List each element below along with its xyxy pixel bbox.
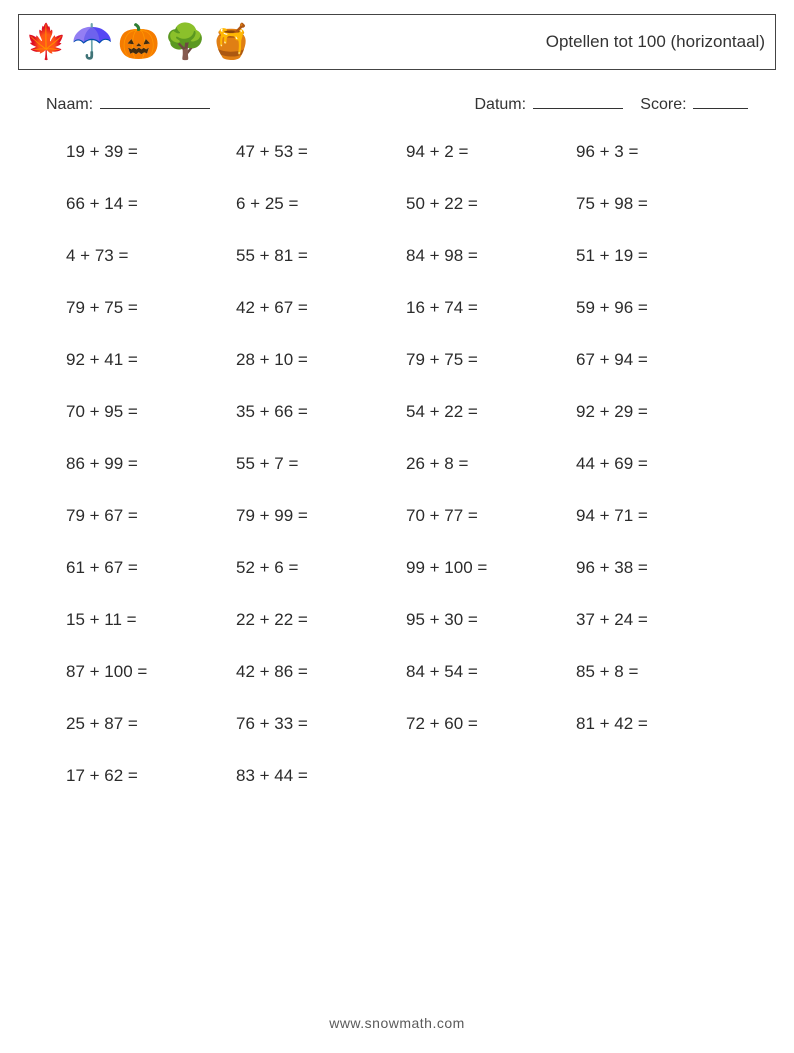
score-blank[interactable]: [693, 108, 748, 109]
problem-cell: 52 + 6 =: [236, 558, 406, 578]
problem-cell: 79 + 75 =: [406, 350, 576, 370]
problem-cell: 59 + 96 =: [576, 298, 746, 318]
problem-cell: 79 + 99 =: [236, 506, 406, 526]
problem-cell: 35 + 66 =: [236, 402, 406, 422]
worksheet-title: Optellen tot 100 (horizontaal): [546, 32, 765, 52]
problem-cell: [576, 766, 746, 786]
problem-cell: 50 + 22 =: [406, 194, 576, 214]
problem-cell: 70 + 95 =: [66, 402, 236, 422]
score-label: Score:: [640, 96, 686, 113]
problem-cell: 26 + 8 =: [406, 454, 576, 474]
tree-icon: 🌳: [164, 25, 206, 59]
problem-cell: 15 + 11 =: [66, 610, 236, 630]
problem-cell: 99 + 100 =: [406, 558, 576, 578]
problem-cell: 51 + 19 =: [576, 246, 746, 266]
date-label: Datum:: [474, 96, 526, 113]
problem-cell: 92 + 29 =: [576, 402, 746, 422]
problem-cell: 79 + 75 =: [66, 298, 236, 318]
leaf-icon: 🍁: [25, 25, 67, 59]
problem-cell: 44 + 69 =: [576, 454, 746, 474]
problem-cell: 85 + 8 =: [576, 662, 746, 682]
problem-cell: 87 + 100 =: [66, 662, 236, 682]
problem-cell: 42 + 67 =: [236, 298, 406, 318]
problem-cell: 16 + 74 =: [406, 298, 576, 318]
problem-cell: 76 + 33 =: [236, 714, 406, 734]
problems-grid: 19 + 39 =47 + 53 =94 + 2 =96 + 3 = 66 + 1…: [66, 142, 776, 786]
problem-cell: 19 + 39 =: [66, 142, 236, 162]
problem-cell: 96 + 38 =: [576, 558, 746, 578]
problem-cell: 25 + 87 =: [66, 714, 236, 734]
problem-cell: 55 + 7 =: [236, 454, 406, 474]
problem-cell: 84 + 98 =: [406, 246, 576, 266]
problem-cell: 66 + 14 =: [66, 194, 236, 214]
problem-cell: 83 + 44 =: [236, 766, 406, 786]
name-label: Naam:: [46, 96, 93, 113]
header-icons: 🍁 ☂️ 🎃 🌳 🍯: [25, 25, 253, 59]
problem-cell: 94 + 71 =: [576, 506, 746, 526]
problem-cell: 54 + 22 =: [406, 402, 576, 422]
name-blank[interactable]: [100, 108, 210, 109]
problem-cell: 22 + 22 =: [236, 610, 406, 630]
problem-cell: 42 + 86 =: [236, 662, 406, 682]
jar-icon: 🍯: [210, 25, 252, 59]
problem-cell: 81 + 42 =: [576, 714, 746, 734]
problem-cell: 4 + 73 =: [66, 246, 236, 266]
footer-url: www.snowmath.com: [0, 1015, 794, 1031]
header-box: 🍁 ☂️ 🎃 🌳 🍯 Optellen tot 100 (horizontaal…: [18, 14, 776, 70]
problem-cell: 6 + 25 =: [236, 194, 406, 214]
problem-cell: 28 + 10 =: [236, 350, 406, 370]
date-blank[interactable]: [533, 108, 623, 109]
problem-cell: 92 + 41 =: [66, 350, 236, 370]
umbrella-icon: ☂️: [71, 25, 113, 59]
problem-cell: 55 + 81 =: [236, 246, 406, 266]
problem-cell: 94 + 2 =: [406, 142, 576, 162]
problem-cell: 17 + 62 =: [66, 766, 236, 786]
problem-cell: 47 + 53 =: [236, 142, 406, 162]
problem-cell: 96 + 3 =: [576, 142, 746, 162]
pumpkin-icon: 🎃: [118, 25, 160, 59]
problem-cell: 37 + 24 =: [576, 610, 746, 630]
problem-cell: 79 + 67 =: [66, 506, 236, 526]
problem-cell: 86 + 99 =: [66, 454, 236, 474]
problem-cell: 67 + 94 =: [576, 350, 746, 370]
problem-cell: 61 + 67 =: [66, 558, 236, 578]
problem-cell: 72 + 60 =: [406, 714, 576, 734]
problem-cell: 70 + 77 =: [406, 506, 576, 526]
problem-cell: [406, 766, 576, 786]
meta-row: Naam: Datum: Score:: [46, 96, 748, 114]
problem-cell: 75 + 98 =: [576, 194, 746, 214]
problem-cell: 95 + 30 =: [406, 610, 576, 630]
problem-cell: 84 + 54 =: [406, 662, 576, 682]
